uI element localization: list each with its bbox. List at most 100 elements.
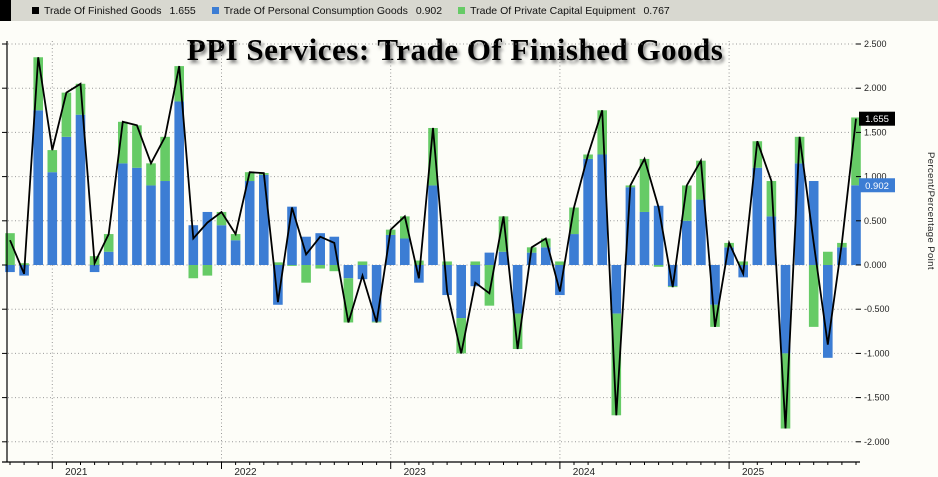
bar-segment-blue <box>188 225 199 265</box>
corner-box <box>0 0 11 21</box>
bar-segment-blue <box>244 181 255 265</box>
bar-segment-blue <box>667 265 678 287</box>
bar-segment-green <box>118 121 128 164</box>
x-tick-label: 2025 <box>742 467 765 477</box>
bar-segment-green <box>357 261 368 265</box>
bar-segment-blue <box>766 216 777 265</box>
bar-segment-blue <box>625 187 636 265</box>
bar-segment-blue <box>385 234 396 265</box>
bar-segment-blue <box>273 265 283 305</box>
bar-segment-blue <box>160 181 170 265</box>
bar-segment-blue <box>653 205 664 265</box>
bar-segment-blue <box>146 185 156 265</box>
bar-segment-blue <box>851 185 861 265</box>
bar-segment-green <box>75 83 86 115</box>
bar-segment-blue <box>470 265 481 287</box>
bar-segment-blue <box>357 265 368 280</box>
bar-segment-blue <box>315 233 325 265</box>
bar-segment-blue <box>710 265 720 305</box>
bar-segment-blue <box>583 158 593 265</box>
bar-segment-blue <box>371 265 382 322</box>
bar-segment-green <box>174 66 184 102</box>
y-tick-label: 2.000 <box>864 83 887 93</box>
bar-segment-blue <box>597 154 607 265</box>
x-tick-label: 2021 <box>65 467 88 477</box>
bar-segment-green <box>639 158 650 212</box>
legend-value: 0.767 <box>643 4 670 17</box>
bar-segment-green <box>216 211 227 226</box>
bar-segment-green <box>555 261 565 265</box>
bar-segment-green <box>146 163 156 186</box>
y-tick-label: 0.000 <box>864 260 887 270</box>
bar-segment-green <box>851 117 861 186</box>
x-tick-label: 2023 <box>404 467 427 477</box>
bar-segment-green <box>710 304 720 327</box>
bar-segment-blue <box>33 110 43 265</box>
x-tick-label: 2022 <box>234 467 257 477</box>
bar-segment-green <box>343 278 354 323</box>
bar-segment-green <box>160 136 170 182</box>
bars-personal-consumption-group <box>5 101 861 358</box>
legend-item-2: Trade Of Private Capital Equipment 0.767 <box>458 5 670 17</box>
bar-segment-blue <box>329 236 340 265</box>
bar-segment-blue <box>442 265 452 296</box>
y-tick-label: -0.500 <box>864 304 890 314</box>
bar-segment-green <box>823 251 833 265</box>
bar-segment-green <box>414 260 424 265</box>
bar-segment-green <box>400 216 410 239</box>
bar-segment-blue <box>569 234 579 265</box>
bar-segment-blue <box>639 211 650 265</box>
bar-segment-blue <box>259 174 269 265</box>
legend-label: Trade Of Finished Goods <box>44 4 162 17</box>
bar-segment-blue <box>301 236 311 265</box>
y-tick-label: 1.500 <box>864 127 887 137</box>
bar-segment-blue <box>526 252 537 265</box>
bar-segment-blue <box>808 181 819 265</box>
bar-segment-green <box>315 265 325 269</box>
bar-segment-green <box>132 125 142 168</box>
axes-group <box>2 41 861 469</box>
bar-segment-blue <box>89 265 100 273</box>
bar-segment-blue <box>555 265 565 296</box>
bar-segment-green <box>329 265 340 272</box>
bar-segment-green <box>766 181 777 217</box>
bar-segment-green <box>428 127 438 186</box>
bar-segment-blue <box>724 247 734 265</box>
bar-segment-blue <box>456 265 466 319</box>
bar-segment-blue <box>47 172 58 265</box>
bar-segment-green <box>230 234 241 241</box>
bar-segment-blue <box>428 185 438 265</box>
bar-segment-green <box>484 265 495 306</box>
bar-segment-blue <box>682 220 692 265</box>
last-value-badges: 1.655 0.902 <box>859 111 895 193</box>
bar-segment-blue <box>61 136 72 265</box>
bar-segment-blue <box>541 247 551 265</box>
bar-segment-green <box>498 216 509 252</box>
bar-segment-green <box>780 353 791 429</box>
bar-segment-blue <box>696 199 706 265</box>
bar-segment-green <box>808 265 819 327</box>
y-tick-label: 1.000 <box>864 172 887 182</box>
last-value-badge-text: 1.655 <box>865 114 889 125</box>
bar-segment-blue <box>216 225 227 265</box>
y-tick-labels: 2.500 2.000 1.500 1.000 0.500 0.000 -0.500 -1.0… <box>864 39 890 447</box>
bar-segment-green <box>442 261 452 265</box>
bar-segment-blue <box>400 238 410 265</box>
legend-item-1: Trade Of Personal Consumption Goods 0.902 <box>211 5 442 17</box>
bar-segment-blue <box>132 167 142 265</box>
bar-segment-green <box>752 141 763 168</box>
bar-segment-green <box>287 265 297 266</box>
bar-segment-green <box>5 233 15 265</box>
bar-segment-blue <box>498 251 509 265</box>
y-tick-label: 2.500 <box>864 39 887 49</box>
bar-segment-green <box>597 110 607 155</box>
y-tick-label: -2.000 <box>864 437 890 447</box>
legend-swatch <box>211 7 219 14</box>
line-series-path <box>9 57 857 429</box>
legend-item-0: Trade Of Finished Goods 1.655 <box>32 5 196 17</box>
bar-segment-green <box>470 261 481 265</box>
legend-value: 1.655 <box>169 4 196 17</box>
bar-segment-green <box>244 172 255 182</box>
bar-segment-green <box>301 265 311 283</box>
